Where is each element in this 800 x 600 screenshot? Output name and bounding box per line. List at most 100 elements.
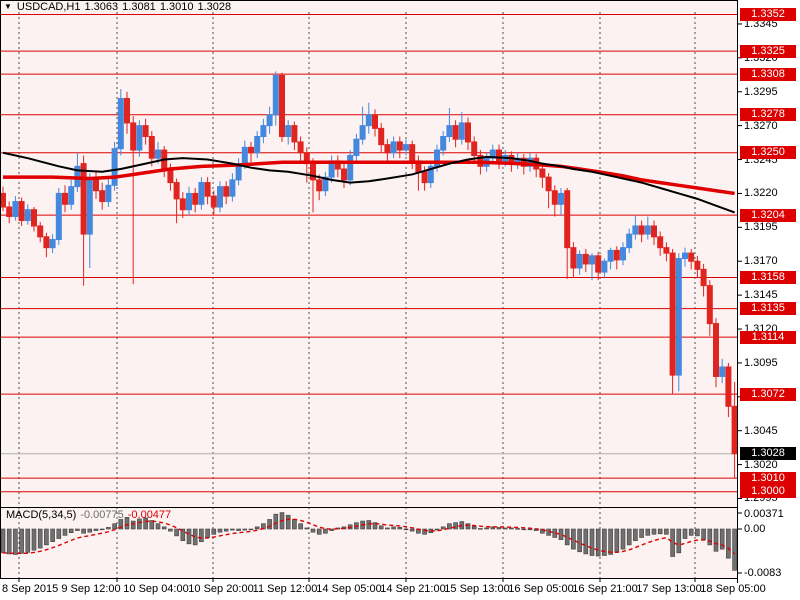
macd-histogram-bar xyxy=(626,528,632,546)
macd-histogram-bar xyxy=(378,525,384,530)
level-price-badge: 1.3114 xyxy=(740,330,796,344)
macd-histogram-bar xyxy=(732,528,737,571)
macd-histogram-bar xyxy=(447,523,452,530)
candle xyxy=(130,122,137,151)
candle xyxy=(489,149,496,159)
candle xyxy=(136,125,143,151)
candle xyxy=(260,125,267,137)
macd-axis-label: -0.0083 xyxy=(744,566,782,579)
macd-histogram-bar xyxy=(25,528,31,553)
candle xyxy=(545,176,552,192)
macd-histogram-bar xyxy=(310,528,316,533)
time-axis-label: 8 Sep 2015 xyxy=(2,583,59,595)
candle xyxy=(62,192,68,205)
time-axis-label: 18 Sep 05:00 xyxy=(700,583,766,595)
candle xyxy=(390,141,397,154)
candle xyxy=(551,190,558,205)
macd-histogram-bar xyxy=(639,528,644,538)
candle xyxy=(68,186,75,205)
candle xyxy=(471,141,478,156)
candle xyxy=(663,247,670,254)
macd-histogram-bar xyxy=(149,520,155,530)
candle xyxy=(111,148,118,186)
macd-histogram-bar xyxy=(37,528,43,549)
ohlc-open: 1.3063 xyxy=(84,1,119,13)
price-axis-label: 1.3345 xyxy=(744,17,778,30)
price-axis-label: 1.3270 xyxy=(744,119,778,132)
indicator-name: MACD(5,34,5) xyxy=(6,509,77,521)
candle xyxy=(570,247,577,269)
macd-histogram-bar xyxy=(484,527,489,530)
indicator-label: MACD(5,34,5) -0.00775 -0.00477 xyxy=(6,509,171,521)
macd-histogram-bar xyxy=(527,528,533,531)
candle xyxy=(241,146,248,165)
macd-histogram-bar xyxy=(192,528,198,546)
candle xyxy=(365,114,372,127)
candle xyxy=(700,268,707,287)
indicator-value: -0.00775 xyxy=(80,509,124,521)
macd-histogram-bar xyxy=(521,528,527,531)
macd-histogram-bar xyxy=(199,528,204,543)
candle xyxy=(117,98,124,150)
price-axis-label: 1.3045 xyxy=(744,424,778,437)
macd-histogram-bar xyxy=(583,528,589,555)
price-axis-label: 1.3245 xyxy=(744,153,778,166)
macd-histogram-bar xyxy=(490,526,496,530)
macd-histogram-bar xyxy=(180,528,186,541)
macd-histogram-bar xyxy=(664,528,669,535)
macd-histogram-bar xyxy=(682,528,688,539)
macd-histogram-bar xyxy=(707,528,713,546)
macd-histogram-bar xyxy=(137,518,142,530)
ohlc-high: 1.3081 xyxy=(122,1,156,13)
macd-histogram-bar xyxy=(465,523,471,530)
level-price-badge: 1.3325 xyxy=(740,44,796,58)
candle xyxy=(688,252,695,262)
candle xyxy=(706,285,713,325)
candle xyxy=(589,255,595,265)
candle xyxy=(409,144,416,162)
macd-histogram-bar xyxy=(0,528,6,554)
candle xyxy=(620,247,626,261)
symbol-dropdown-icon[interactable]: ▼ xyxy=(4,2,12,11)
macd-histogram-bar xyxy=(391,526,396,530)
candle xyxy=(18,201,25,222)
price-axis-label: 1.3220 xyxy=(744,187,778,200)
candle xyxy=(372,114,378,129)
macd-histogram-bar xyxy=(502,527,508,530)
time-axis-label: 15 Sep 13:00 xyxy=(444,583,510,595)
macd-histogram-bar xyxy=(540,528,545,534)
time-axis-label: 10 Sep 04:00 xyxy=(123,583,189,595)
candle xyxy=(124,98,130,124)
candle xyxy=(626,233,633,249)
current-price-badge: 1.3028 xyxy=(740,447,796,461)
candle xyxy=(24,209,31,222)
candle xyxy=(657,236,664,249)
level-price-badge: 1.3278 xyxy=(740,108,796,122)
macd-histogram-bar xyxy=(50,528,55,543)
candle xyxy=(458,122,465,140)
candle xyxy=(725,366,732,407)
candle xyxy=(452,125,459,140)
macd-histogram-bar xyxy=(87,528,93,533)
macd-histogram-bar xyxy=(143,517,148,530)
candle xyxy=(446,125,453,137)
macd-histogram-bar xyxy=(453,522,458,530)
candle xyxy=(167,168,174,184)
price-axis-label: 1.3020 xyxy=(744,458,778,471)
macd-histogram-bar xyxy=(515,528,520,530)
macd-histogram-bar xyxy=(713,528,719,552)
symbol-period-label: USDCAD,H1 xyxy=(16,1,81,13)
level-price-badge: 1.3204 xyxy=(740,208,796,222)
price-axis-label: 1.3120 xyxy=(744,323,778,336)
candle xyxy=(669,252,676,376)
candle xyxy=(291,125,298,143)
macd-histogram-bar xyxy=(62,528,68,536)
macd-histogram-bar xyxy=(267,519,272,530)
candle xyxy=(595,255,602,273)
macd-histogram-bar xyxy=(409,528,415,532)
macd-histogram-bar xyxy=(688,528,694,536)
macd-histogram-bar xyxy=(496,527,502,530)
candle xyxy=(582,253,589,265)
